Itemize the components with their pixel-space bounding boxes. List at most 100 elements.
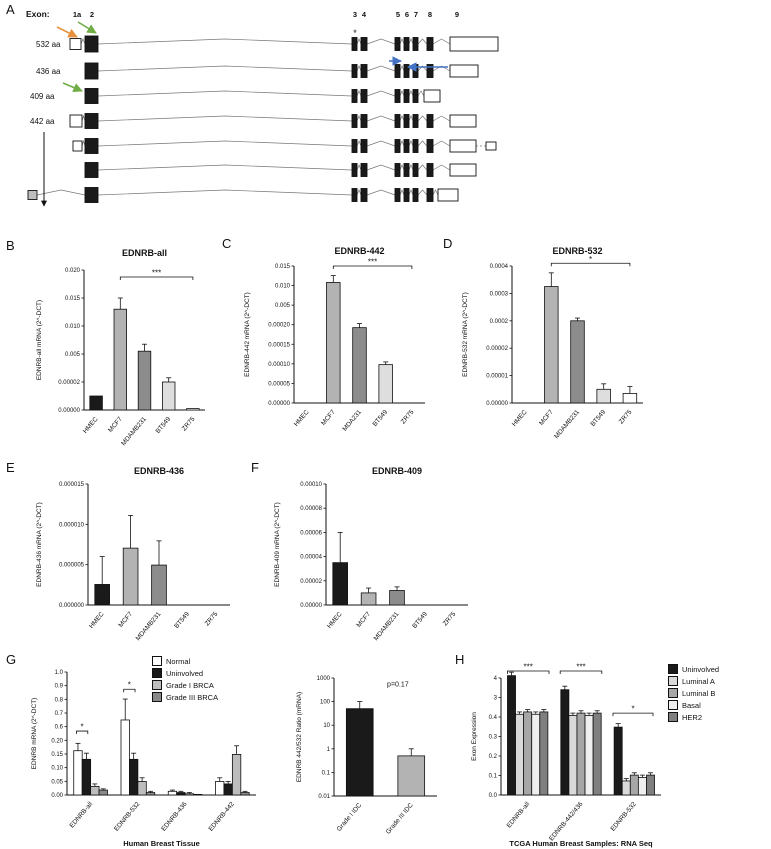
intron-line <box>417 140 428 147</box>
category-label: Grade I IDC <box>336 802 364 833</box>
legend-swatch <box>152 656 162 666</box>
exon-box <box>412 163 419 177</box>
panel-label-d: D <box>443 236 453 251</box>
y-tick-label: 0.7 <box>55 711 64 717</box>
exon-box <box>69 114 83 128</box>
panel-label-b: B <box>6 238 15 253</box>
bar-EDNRB-all-Luminal B <box>523 711 533 796</box>
legend-swatch <box>668 664 678 674</box>
intron-line <box>399 140 405 147</box>
exon-box <box>84 35 99 53</box>
legend-label: Uninvolved <box>682 664 720 674</box>
exon-box <box>426 37 434 51</box>
category-label: MDAMB231 <box>135 610 163 642</box>
y-tick-label: 0.00000 <box>300 603 322 609</box>
y-tick-label: 0.010 <box>65 324 81 330</box>
exon-box <box>351 37 358 51</box>
intron-line <box>81 114 86 122</box>
exon-box <box>449 36 499 52</box>
intron-line <box>417 90 425 97</box>
exon-box <box>394 188 401 202</box>
exon-number: 6 <box>405 10 409 19</box>
y-tick-label: 0.00000 <box>58 408 80 414</box>
bar-ZR75 <box>186 408 200 411</box>
y-tick-label: 0.00002 <box>486 346 508 352</box>
exon-box <box>351 163 358 177</box>
y-tick-label: 0.00 <box>51 793 63 799</box>
y-tick-label: 0.005 <box>275 303 291 309</box>
bar-EDNRB-532-Uninvolved <box>613 726 623 796</box>
y-tick-label: 0.9 <box>55 684 64 690</box>
chart-ednrb-442: EDNRB-442 EDNRB-442 mRNA (2^-DCT) 0.00000 0… <box>244 246 425 433</box>
intron-line <box>432 65 451 72</box>
intron-line <box>366 115 396 122</box>
bar-EDNRB-532-Grade I BRCA <box>137 781 147 796</box>
exon-box <box>394 114 401 128</box>
exon-box <box>449 64 479 78</box>
exon-box <box>426 114 434 128</box>
y-tick-label: 0.00015 <box>268 342 290 348</box>
intron-line <box>408 140 414 147</box>
exon-box <box>360 163 368 177</box>
category-label: ZR75 <box>204 611 220 628</box>
intron-line <box>356 140 362 147</box>
category-label: EDNRB-all <box>69 800 95 829</box>
intron-line <box>366 38 396 45</box>
chart-ednrb-436: EDNRB-436 EDNRB-436 mRNA (2^-DCT) 0.000000… <box>36 466 230 642</box>
bar-EDNRB-532-HER2 <box>646 774 655 796</box>
bar-MDA231 <box>352 327 367 404</box>
chart-tcga-exon-expression: Exon Expression TCGA Human Breast Samples… <box>471 662 661 848</box>
y-tick-label: 0.1 <box>489 774 498 780</box>
exon-box <box>403 114 410 128</box>
exon-box <box>449 163 477 177</box>
legend-swatch <box>668 700 678 710</box>
significance-bracket <box>559 670 603 674</box>
exon-number: 3 <box>353 10 357 19</box>
y-tick-label: 0.000005 <box>59 563 85 569</box>
intron-line <box>399 164 405 171</box>
exon-box <box>426 188 434 202</box>
bar-EDNRB-532-Luminal B <box>629 774 639 796</box>
exon-number: 2 <box>90 10 94 19</box>
legend-item: Luminal A <box>668 676 719 686</box>
legend-swatch <box>668 676 678 686</box>
chart-ednrb-532: EDNRB-532 EDNRB-532 mRNA (2^-DCT) 0.00000 0… <box>462 246 643 440</box>
intron-line <box>356 90 362 97</box>
category-label: HMEC <box>82 416 100 435</box>
exon-box <box>485 141 497 151</box>
significance-label: *** <box>524 662 533 671</box>
legend-label: Grade I BRCA <box>166 680 214 690</box>
y-tick-label: 0.15 <box>51 752 63 758</box>
exon-box <box>403 89 410 103</box>
intron-line <box>408 189 414 196</box>
intron-line <box>399 189 405 196</box>
intron-line <box>366 90 396 97</box>
bar-EDNRB-436-Normal <box>167 790 178 796</box>
panel-label-h: H <box>455 652 465 667</box>
exon-box <box>84 88 99 104</box>
y-tick-label: 1.0 <box>55 670 64 676</box>
bar-Grade III IDC <box>397 755 426 797</box>
significance-label: *** <box>368 258 377 267</box>
category-label: MCF7 <box>355 610 372 628</box>
intron-line <box>417 189 428 196</box>
bar-EDNRB-442/436-Basal <box>584 715 594 796</box>
y-tick-label: 3 <box>494 696 498 702</box>
bar-EDNRB-all-Normal <box>73 750 83 796</box>
bar-EDNRB-all-Grade III BRCA <box>98 789 108 796</box>
panel-label-e: E <box>6 460 15 475</box>
isoform-label: 442 aa <box>30 117 55 126</box>
intron-line <box>417 38 428 45</box>
legend-label: Normal <box>166 656 191 666</box>
y-tick-label: 1000 <box>317 676 331 682</box>
isoform-label: 436 aa <box>36 67 61 76</box>
bar-EDNRB-442-Grade I BRCA <box>231 754 242 796</box>
exon-box <box>394 89 401 103</box>
category-label: BT549 <box>411 610 429 629</box>
exon-box <box>449 114 477 128</box>
exon-box <box>360 64 368 78</box>
intron-line <box>366 140 396 147</box>
y-tick-label: 0.00002 <box>58 380 80 386</box>
bar-BT549 <box>162 381 176 411</box>
significance-bracket <box>332 265 413 269</box>
